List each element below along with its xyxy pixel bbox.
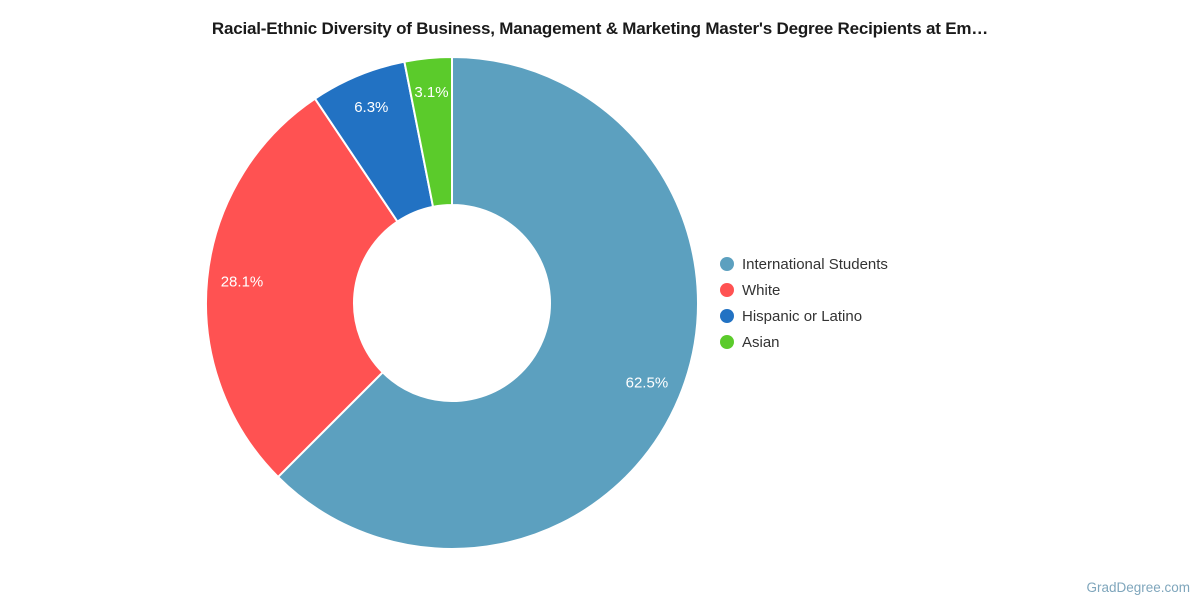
legend-swatch-icon: [720, 257, 734, 271]
legend-item-asian[interactable]: Asian: [720, 329, 888, 355]
slice-label-international-students: 62.5%: [626, 375, 669, 392]
legend-item-white[interactable]: White: [720, 277, 888, 303]
legend-swatch-icon: [720, 335, 734, 349]
legend-item-hispanic-or-latino[interactable]: Hispanic or Latino: [720, 303, 888, 329]
legend-item-international-students[interactable]: International Students: [720, 251, 888, 277]
pie-slice-white[interactable]: [205, 97, 399, 478]
slice-label-hispanic-or-latino: 6.3%: [354, 99, 388, 116]
legend: International Students White Hispanic or…: [720, 251, 888, 355]
legend-swatch-icon: [720, 283, 734, 297]
slice-label-white: 28.1%: [221, 273, 264, 290]
watermark-link[interactable]: GradDegree.com: [1086, 580, 1190, 595]
legend-item-label: International Students: [742, 255, 888, 273]
pie-slice-international-students[interactable]: [277, 56, 699, 550]
legend-item-label: White: [742, 281, 781, 299]
chart-title: Racial-Ethnic Diversity of Business, Man…: [211, 19, 989, 38]
legend-item-label: Asian: [742, 333, 780, 351]
legend-swatch-icon: [720, 309, 734, 323]
pie-slice-asian[interactable]: [403, 56, 453, 208]
legend-item-label: Hispanic or Latino: [742, 307, 863, 325]
slice-label-asian: 3.1%: [414, 84, 448, 101]
